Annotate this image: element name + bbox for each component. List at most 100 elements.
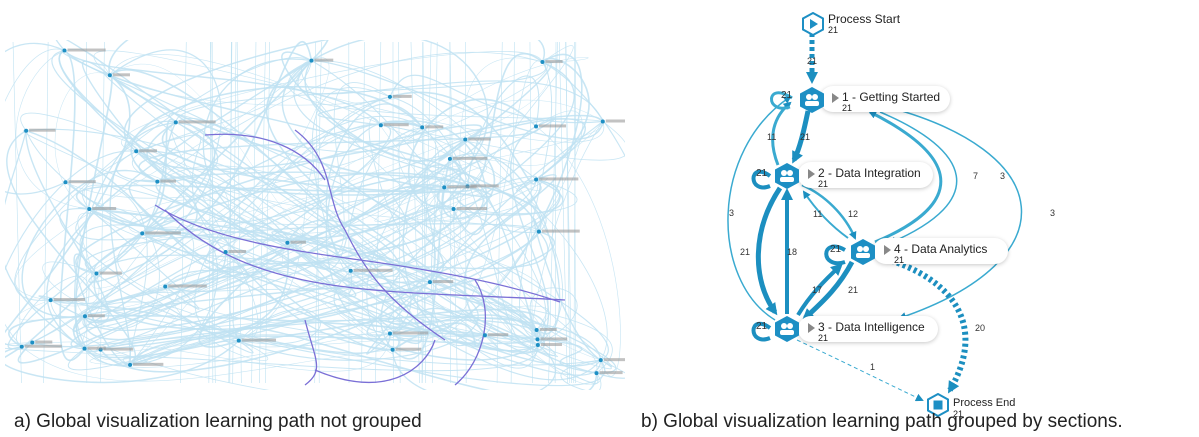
activity-node[interactable] <box>155 179 160 184</box>
activity-node[interactable] <box>107 73 112 78</box>
activity-node[interactable] <box>534 124 539 129</box>
activity-node[interactable] <box>534 177 539 182</box>
activity-node[interactable] <box>62 48 67 53</box>
activity-node[interactable] <box>173 120 178 125</box>
expand-triangle-icon[interactable] <box>808 168 815 179</box>
background-edge <box>16 275 90 348</box>
group-icon[interactable] <box>774 162 800 190</box>
activity-node[interactable] <box>223 249 228 254</box>
section-3-node[interactable]: 3 - Data Intelligence 21 <box>808 321 925 343</box>
activity-node-label <box>603 358 635 362</box>
activity-node-label <box>395 347 422 351</box>
section-2-node[interactable]: 2 - Data Integration 21 <box>808 167 921 189</box>
expand-triangle-icon[interactable] <box>832 92 839 103</box>
background-edge <box>286 219 401 278</box>
activity-node[interactable] <box>540 60 545 65</box>
process-end-node[interactable]: Process End 21 <box>953 397 1015 419</box>
activity-node[interactable] <box>463 137 468 142</box>
background-edge <box>515 121 604 192</box>
background-edge <box>532 218 602 361</box>
background-edge <box>109 69 422 344</box>
activity-node[interactable] <box>535 343 540 348</box>
activity-node[interactable] <box>387 94 392 99</box>
activity-node[interactable] <box>390 347 395 352</box>
activity-node[interactable] <box>482 333 487 338</box>
background-edge <box>78 207 538 331</box>
section-1-count: 21 <box>842 103 853 113</box>
background-edge <box>132 60 312 182</box>
activity-node[interactable] <box>427 280 432 285</box>
highlighted-path <box>204 133 326 181</box>
activity-node[interactable] <box>442 185 447 190</box>
activity-node-label <box>545 60 563 64</box>
activity-node[interactable] <box>598 358 603 363</box>
background-edge <box>142 232 393 351</box>
background-edge <box>297 60 604 122</box>
activity-node[interactable] <box>535 337 540 342</box>
activity-node[interactable] <box>348 268 353 273</box>
section-1-pill <box>820 86 950 112</box>
activity-node[interactable] <box>87 207 92 212</box>
edge-s4-s2 <box>801 183 857 240</box>
activity-node[interactable] <box>387 331 392 336</box>
activity-node[interactable] <box>19 344 24 349</box>
activity-node-label <box>539 327 557 331</box>
background-edge <box>128 179 539 361</box>
activity-node[interactable] <box>600 119 605 124</box>
activity-node[interactable] <box>94 271 99 276</box>
process-end-icon[interactable] <box>927 393 949 417</box>
background-edge <box>293 60 547 233</box>
activity-node[interactable] <box>140 231 145 236</box>
background-edge <box>509 125 550 346</box>
background-edge <box>535 126 621 377</box>
process-start-icon[interactable] <box>802 12 824 36</box>
background-edge <box>380 120 488 236</box>
background-edge <box>287 99 603 243</box>
process-start-title: Process Start <box>828 12 901 26</box>
activity-node[interactable] <box>309 58 314 63</box>
activity-node[interactable] <box>420 125 425 130</box>
background-edge <box>164 286 269 361</box>
activity-node-label <box>99 271 122 275</box>
group-icon[interactable] <box>774 315 800 343</box>
expand-triangle-icon[interactable] <box>884 244 891 255</box>
activity-node[interactable] <box>24 128 29 133</box>
activity-node[interactable] <box>536 229 541 234</box>
activity-node[interactable] <box>30 340 35 345</box>
background-edge <box>135 150 400 351</box>
activity-node[interactable] <box>82 346 87 351</box>
activity-node[interactable] <box>594 371 599 376</box>
process-start-count: 21 <box>828 25 839 35</box>
self-loop-s4 <box>824 244 846 266</box>
expand-triangle-icon[interactable] <box>808 322 815 333</box>
activity-node[interactable] <box>534 327 539 332</box>
group-icon[interactable] <box>799 86 825 114</box>
activity-node-label <box>605 119 633 123</box>
activity-node[interactable] <box>134 149 139 154</box>
background-edge <box>63 50 382 126</box>
background-edge <box>519 61 553 340</box>
section-4-node[interactable]: 4 - Data Analytics 21 <box>884 243 987 265</box>
background-edge <box>430 176 486 346</box>
activity-node-label <box>168 284 207 288</box>
activity-node-label <box>539 124 567 128</box>
activity-node[interactable] <box>82 314 87 319</box>
activity-node[interactable] <box>63 180 68 185</box>
activity-node-label <box>139 149 157 153</box>
background-edge <box>96 122 177 275</box>
activity-node-label <box>599 371 623 375</box>
activity-node[interactable] <box>285 240 290 245</box>
process-start-node[interactable]: Process Start 21 <box>828 13 900 35</box>
activity-node[interactable] <box>447 156 452 161</box>
activity-node[interactable] <box>48 298 53 303</box>
background-edge <box>265 41 270 384</box>
activity-node[interactable] <box>378 123 383 128</box>
activity-node[interactable] <box>451 207 456 212</box>
section-1-node[interactable]: 1 - Getting Started 21 <box>832 91 940 113</box>
activity-node[interactable] <box>236 338 241 343</box>
background-edge <box>74 120 176 366</box>
activity-node-label <box>425 125 444 129</box>
activity-node[interactable] <box>163 284 168 289</box>
group-icon[interactable] <box>850 238 876 266</box>
activity-node[interactable] <box>128 362 133 367</box>
